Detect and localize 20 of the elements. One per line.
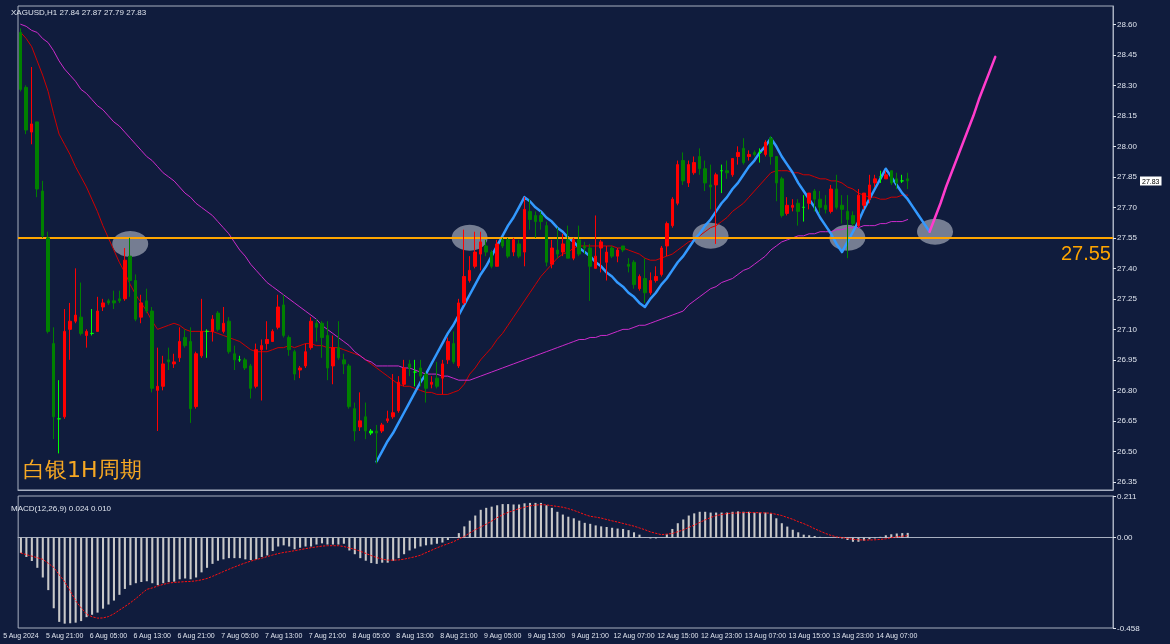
chart-title: XAGUSD,H1 27.84 27.87 27.79 27.83 (11, 7, 147, 17)
y-tick-label: 26.80 (1117, 385, 1138, 395)
y-tick-label: 27.40 (1117, 263, 1138, 273)
y-tick-label: 28.00 (1117, 141, 1138, 151)
y-tick-label: 27.55 (1117, 233, 1138, 243)
y-tick-label: 26.95 (1117, 355, 1138, 365)
y-tick-label: 27.10 (1117, 324, 1138, 334)
y-tick-label: 28.45 (1117, 50, 1138, 60)
y-tick-label: 28.30 (1117, 80, 1138, 90)
y-tick-label: 26.50 (1117, 446, 1138, 456)
y-tick-label: 28.15 (1117, 111, 1138, 121)
y-tick-label: 28.60 (1117, 19, 1138, 29)
y-tick-label: 27.25 (1117, 294, 1138, 304)
y-tick-label: 26.65 (1117, 416, 1138, 426)
annotation: 白银1H周期 (23, 456, 142, 482)
y-tick-label: 0.211 (1117, 491, 1137, 501)
ref-line-label: 27.55 (1060, 241, 1111, 264)
y-tick-label: 26.35 (1117, 477, 1138, 487)
y-tick-label: 27.85 (1117, 172, 1138, 182)
y-tick-label: 27.70 (1117, 202, 1138, 212)
